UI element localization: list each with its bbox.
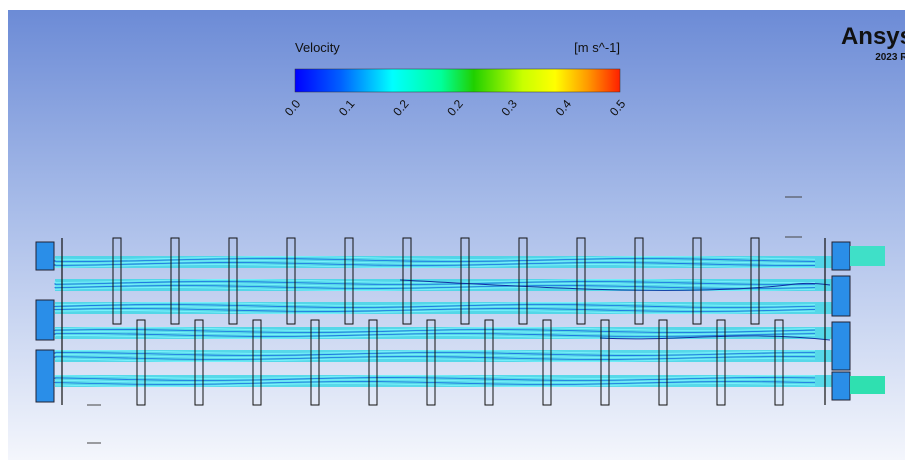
chamber: [832, 242, 850, 270]
outlet: [850, 376, 885, 394]
chamber: [832, 276, 850, 316]
chamber: [832, 322, 850, 370]
chamber: [36, 350, 54, 402]
scene: Velocity [m s^-1] 0.00.10.20.20.30.40.5 …: [0, 0, 905, 460]
colorbar: [295, 69, 620, 92]
chamber: [832, 372, 850, 400]
chamber: [36, 242, 54, 270]
legend-unit: [m s^-1]: [574, 40, 620, 55]
brand-version: 2023 R2: [875, 52, 905, 63]
brand-name: Ansys: [841, 23, 905, 50]
legend-title: Velocity: [295, 40, 340, 55]
outlet: [850, 246, 885, 266]
chamber: [36, 300, 54, 340]
viewport: Velocity [m s^-1] 0.00.10.20.20.30.40.5 …: [0, 0, 905, 460]
